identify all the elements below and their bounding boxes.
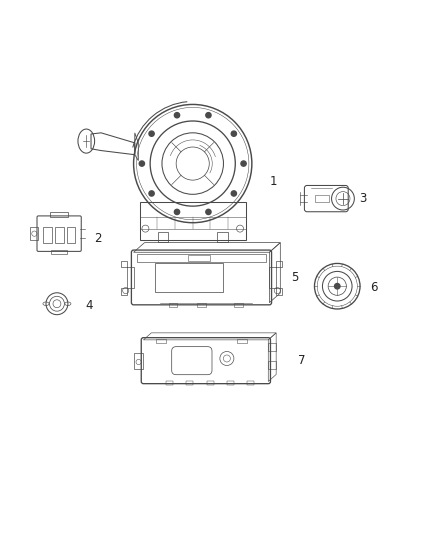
- Bar: [227, 382, 234, 385]
- Bar: [197, 303, 206, 307]
- Bar: [67, 227, 75, 243]
- Circle shape: [335, 284, 340, 289]
- Circle shape: [231, 131, 237, 136]
- Bar: [268, 361, 276, 368]
- Text: 5: 5: [291, 271, 299, 284]
- Circle shape: [231, 191, 237, 196]
- Bar: [158, 232, 168, 241]
- Text: 4: 4: [85, 300, 93, 312]
- Circle shape: [206, 112, 211, 118]
- Bar: [137, 254, 266, 262]
- Text: 7: 7: [298, 354, 305, 367]
- Bar: [43, 227, 52, 243]
- Bar: [156, 339, 166, 343]
- Bar: [187, 382, 194, 385]
- Circle shape: [139, 161, 145, 166]
- Bar: [188, 255, 210, 261]
- Circle shape: [149, 131, 154, 136]
- Bar: [166, 382, 173, 385]
- Circle shape: [174, 209, 180, 215]
- Bar: [237, 339, 247, 343]
- Bar: [207, 382, 214, 385]
- Text: 6: 6: [370, 280, 378, 294]
- Bar: [217, 232, 228, 241]
- Bar: [268, 343, 276, 351]
- Bar: [247, 382, 254, 385]
- Text: 1: 1: [269, 175, 277, 188]
- Bar: [155, 263, 223, 292]
- Text: 3: 3: [359, 192, 367, 205]
- Circle shape: [241, 161, 246, 166]
- Bar: [134, 353, 143, 368]
- Circle shape: [149, 191, 154, 196]
- Bar: [234, 303, 243, 307]
- Bar: [55, 227, 64, 243]
- Bar: [50, 212, 68, 217]
- Bar: [31, 227, 39, 240]
- Bar: [315, 195, 328, 202]
- Circle shape: [206, 209, 211, 215]
- Bar: [51, 250, 67, 254]
- Bar: [169, 303, 177, 307]
- Text: 2: 2: [94, 231, 102, 245]
- Circle shape: [174, 112, 180, 118]
